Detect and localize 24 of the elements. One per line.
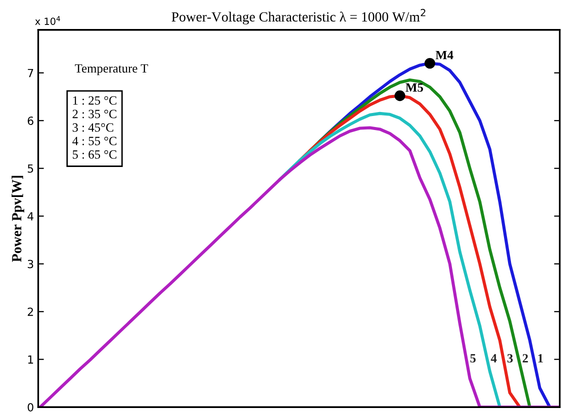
y-tick-label: 6 [28, 116, 34, 125]
y-tick-label: 3 [28, 260, 34, 268]
annotation: 5 : 65 °C [72, 150, 116, 159]
y-tick-label: 5 [28, 164, 34, 173]
annotation: 2 : 35 °C [72, 110, 116, 118]
data-label: M4 [436, 50, 454, 60]
y-tick-label: 0 [28, 403, 34, 412]
annotation: 3 : 45°C [72, 123, 114, 132]
y-tick-label: 2 [28, 308, 33, 316]
chart-title: Power-Voltage Characteristic λ = 1000 W/m$^{2}$ [172, 8, 426, 24]
y-axis-title: Power Ppv[W] [12, 176, 24, 262]
y-tick-label: 4 [28, 212, 34, 220]
annotation: 1 : 25 °C [73, 96, 116, 105]
annotation: Temperature T [74, 64, 148, 76]
annotation: 4 : 55 °C [72, 136, 116, 146]
y-tick-label: 1 [28, 355, 34, 364]
series-label: 3 [507, 354, 513, 362]
y-tick-label: 7 [28, 68, 34, 78]
text: x 10$^{4}$ [35, 16, 60, 25]
series-label: 1 [538, 354, 543, 362]
data-label: M5 [406, 83, 424, 92]
series-label: 2 [522, 354, 528, 362]
series-label: 4 [490, 354, 497, 362]
series-label: 5 [470, 354, 476, 362]
